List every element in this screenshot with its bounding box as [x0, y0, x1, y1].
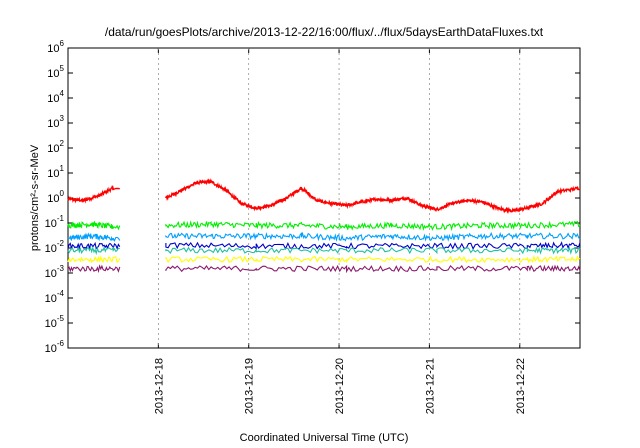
y-tick-mantissa: 10 — [47, 143, 59, 155]
y-tick-mantissa: 10 — [45, 318, 57, 330]
y-tick-exponent: -5 — [57, 314, 65, 323]
chart-title: /data/run/goesPlots/archive/2013-12-22/1… — [105, 25, 544, 39]
x-tick-label: 2013-12-18 — [153, 358, 165, 414]
x-tick-label: 2013-12-22 — [515, 358, 527, 414]
y-tick-exponent: 4 — [60, 89, 65, 98]
y-tick-label: 10-2 — [45, 239, 65, 255]
y-tick-label: 10-6 — [45, 339, 65, 355]
series-line — [165, 254, 581, 264]
y-tick-label: 106 — [47, 39, 64, 55]
y-tick-label: 10-1 — [45, 214, 65, 230]
x-axis-title: Coordinated Universal Time (UTC) — [240, 432, 409, 444]
series-line — [165, 241, 581, 250]
series-line — [67, 232, 121, 243]
series-line — [165, 264, 581, 274]
plot-layer: 10610510410310210110010-110-210-310-410-… — [29, 39, 581, 414]
series-line — [67, 241, 121, 251]
y-tick-mantissa: 10 — [47, 93, 59, 105]
y-tick-exponent: -2 — [57, 239, 65, 248]
y-tick-exponent: -3 — [57, 264, 65, 273]
y-tick-exponent: -4 — [57, 289, 65, 298]
y-tick-mantissa: 10 — [45, 268, 57, 280]
y-tick-mantissa: 10 — [45, 243, 57, 255]
y-tick-label: 10-3 — [45, 264, 65, 280]
y-tick-exponent: 5 — [60, 64, 65, 73]
y-tick-mantissa: 10 — [47, 43, 59, 55]
y-tick-exponent: 2 — [60, 139, 65, 148]
series-line — [165, 220, 581, 232]
y-tick-label: 102 — [47, 139, 64, 155]
y-tick-exponent: 1 — [60, 164, 65, 173]
y-tick-exponent: 3 — [60, 114, 65, 123]
y-tick-label: 100 — [47, 189, 64, 205]
x-tick-label: 2013-12-20 — [334, 358, 346, 414]
series-line — [165, 178, 581, 215]
series-line — [165, 231, 581, 243]
plot-frame — [67, 47, 581, 349]
y-tick-label: 103 — [47, 114, 64, 130]
y-tick-mantissa: 10 — [47, 68, 59, 80]
y-tick-label: 105 — [47, 64, 64, 80]
y-tick-mantissa: 10 — [45, 218, 57, 230]
y-axis-title: protons/cm²-s-sr-MeV — [29, 144, 41, 251]
y-tick-exponent: -6 — [57, 339, 65, 348]
y-tick-label: 10-5 — [45, 314, 65, 330]
y-tick-mantissa: 10 — [45, 293, 57, 305]
y-tick-label: 104 — [47, 89, 64, 105]
y-tick-exponent: -1 — [57, 214, 65, 223]
series-line — [165, 246, 581, 255]
x-tick-label: 2013-12-19 — [244, 358, 256, 414]
y-tick-mantissa: 10 — [47, 193, 59, 205]
series-line — [67, 245, 120, 256]
y-tick-exponent: 6 — [60, 39, 65, 48]
y-tick-label: 10-4 — [45, 289, 65, 305]
y-tick-exponent: 0 — [60, 189, 65, 198]
y-tick-mantissa: 10 — [47, 168, 59, 180]
series-line — [67, 264, 121, 274]
x-tick-label: 2013-12-21 — [424, 358, 436, 414]
y-tick-mantissa: 10 — [47, 118, 59, 130]
y-tick-label: 101 — [47, 164, 64, 180]
series-line — [67, 185, 120, 204]
series-line — [67, 255, 121, 264]
series-line — [67, 220, 121, 231]
y-tick-mantissa: 10 — [45, 343, 57, 355]
